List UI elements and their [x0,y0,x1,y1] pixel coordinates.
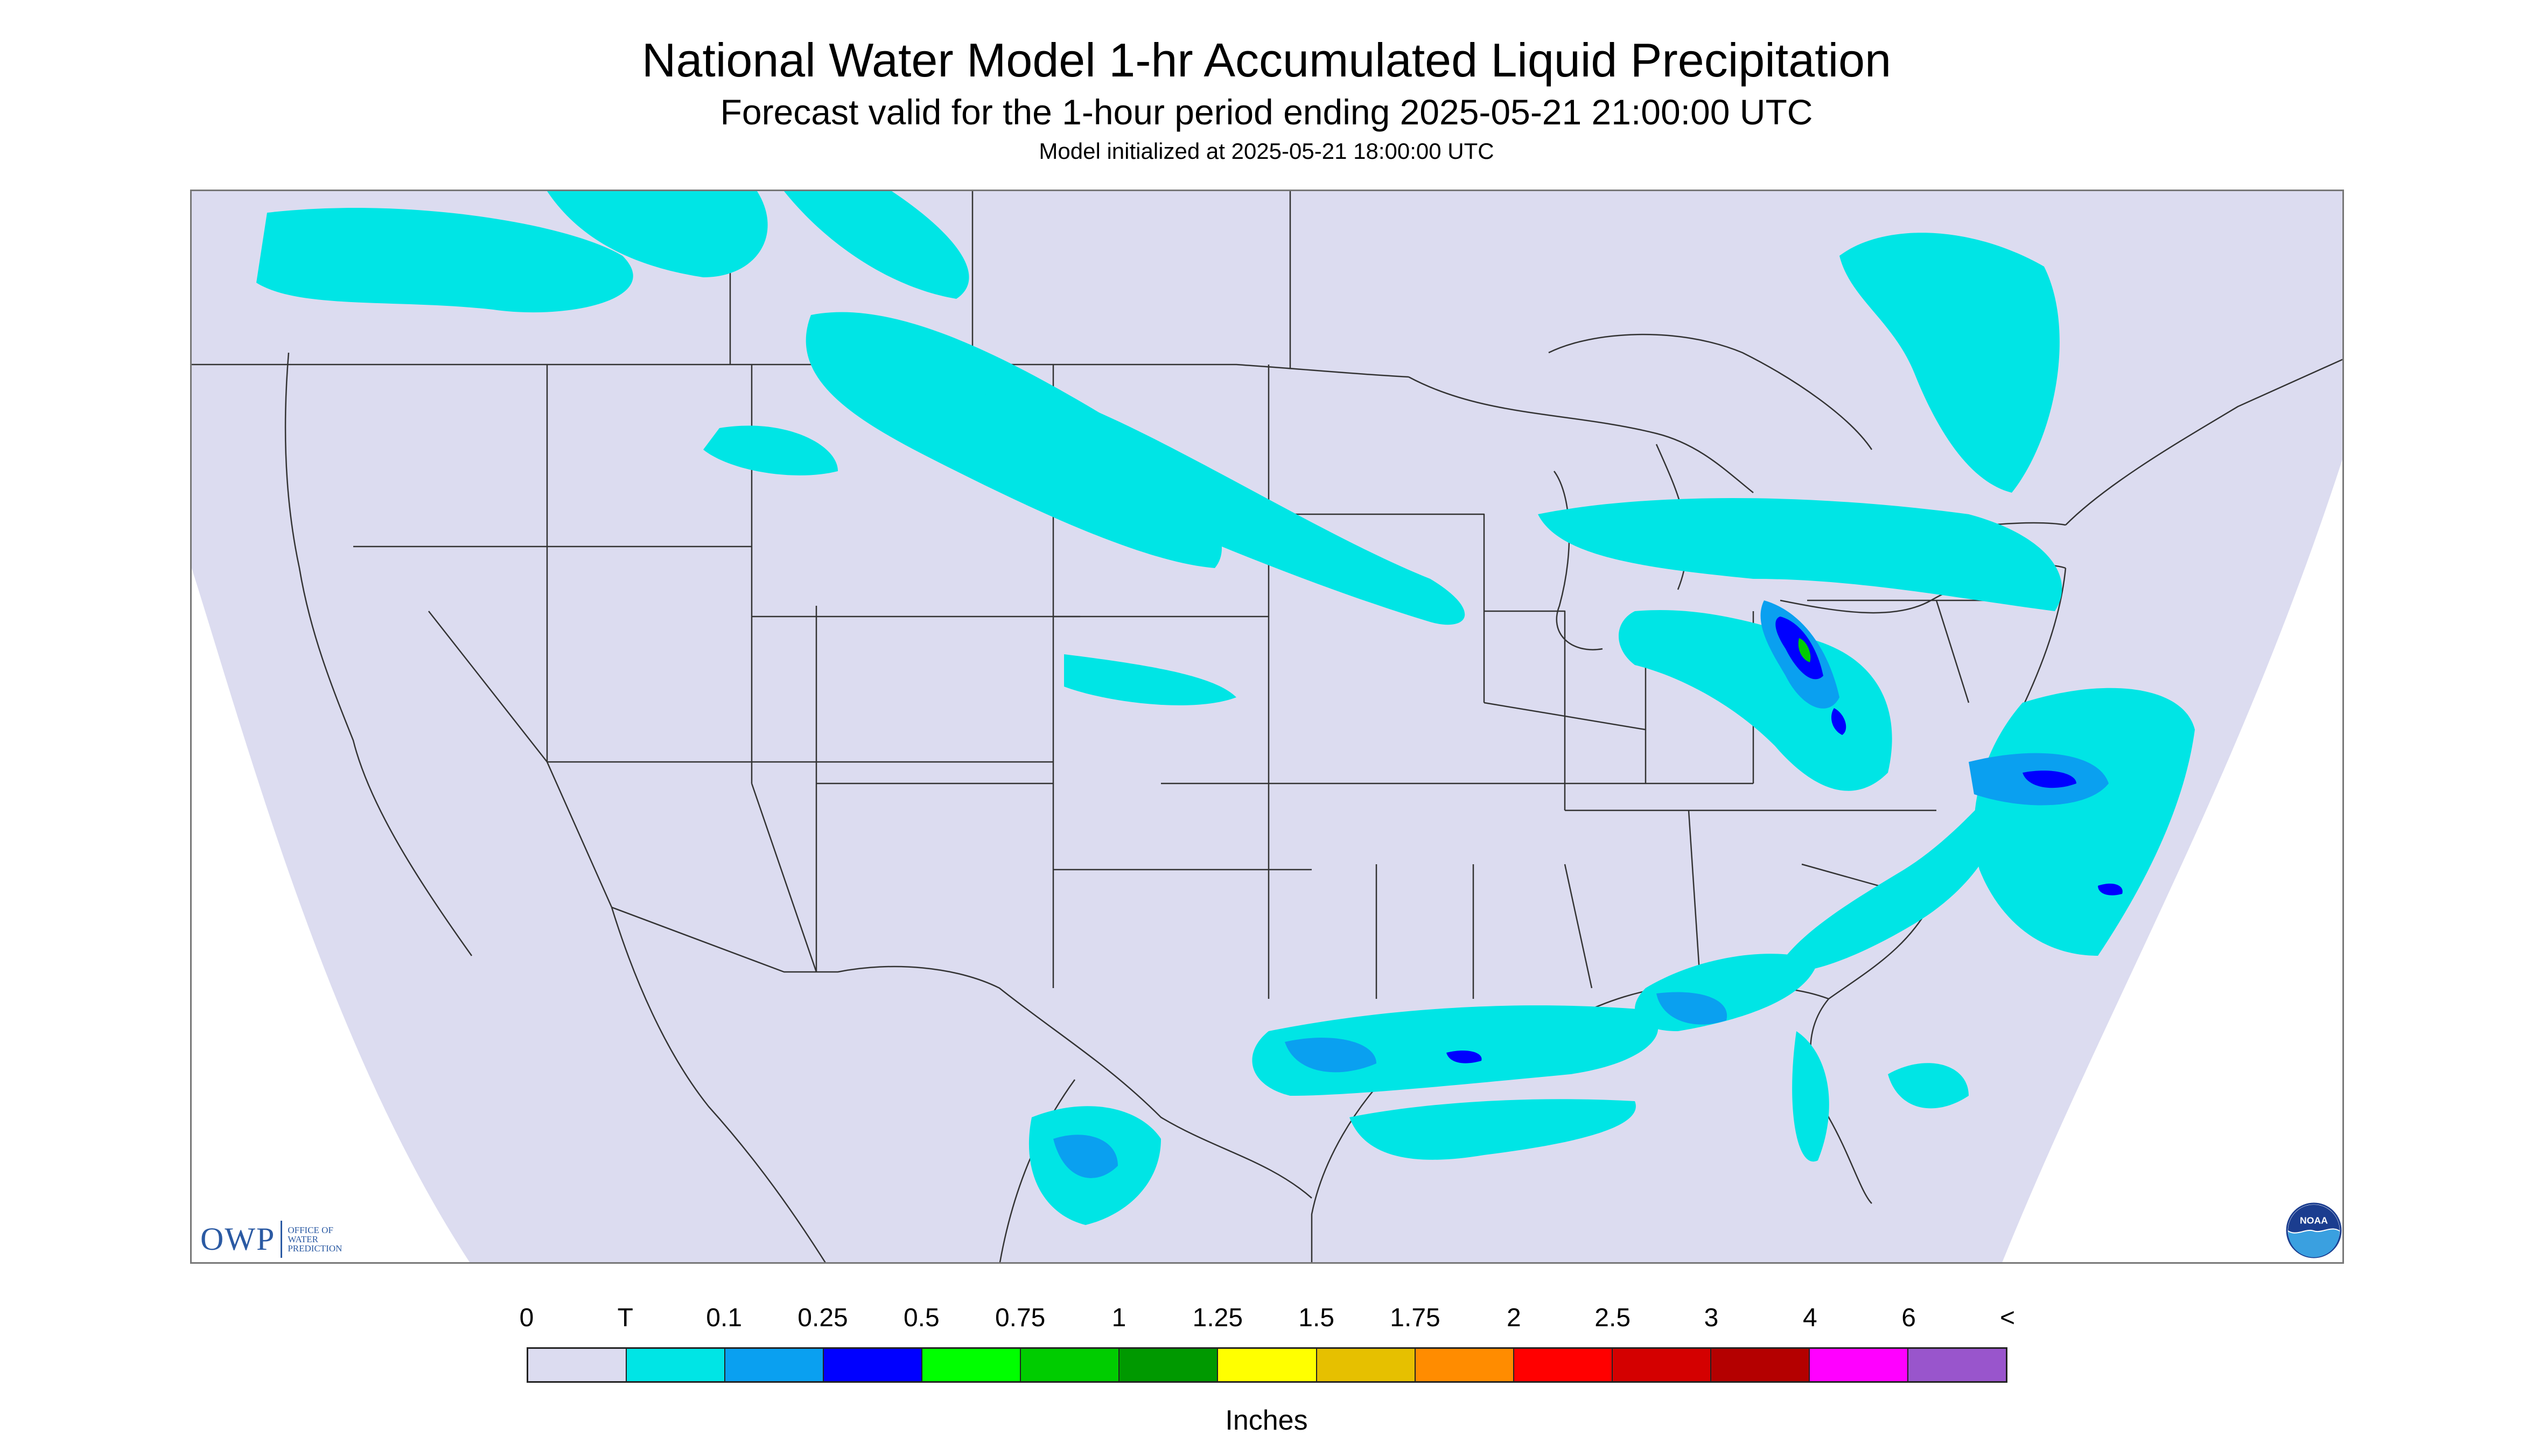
owp-logo-line: Prediction [288,1243,342,1254]
owp-logo-line: Office of [288,1224,333,1235]
model-initialized-note: Model initialized at 2025-05-21 18:00:00… [1039,138,1494,164]
precip-heavy-cells [1798,638,1811,662]
owp-logo-line: Water [288,1234,319,1244]
precip-trace-cells [256,191,2195,1225]
legend-tick: 0.75 [995,1304,1046,1332]
legend-tick: 1.5 [1298,1304,1335,1332]
legend-tick: < [1999,1304,2016,1332]
owp-logo-mark: OWP [200,1220,283,1258]
legend-swatch [528,1349,627,1381]
legend-swatch [627,1349,726,1381]
legend-swatch [1809,1349,1908,1381]
legend-tick: 2 [1506,1304,1521,1332]
legend-swatch [725,1349,824,1381]
legend-swatch [1317,1349,1416,1381]
legend-swatch [1218,1349,1317,1381]
legend-tick: 0 [519,1304,534,1332]
legend-swatch [1514,1349,1613,1381]
precipitation-color-legend [527,1347,2007,1383]
legend-tick: 0.25 [797,1304,848,1332]
legend-swatch [1612,1349,1711,1381]
forecast-valid-subtitle: Forecast valid for the 1-hour period end… [720,92,1813,132]
legend-swatch [824,1349,923,1381]
legend-tick: 2.5 [1594,1304,1631,1332]
legend-units-label: Inches [1225,1405,1308,1436]
owp-logo-text: Office of Water Prediction [282,1226,342,1253]
legend-tick: 6 [1901,1304,1916,1332]
legend-tick: 1.75 [1390,1304,1440,1332]
legend-tick: 3 [1704,1304,1719,1332]
legend-swatch [1908,1349,2006,1381]
owp-logo: OWP Office of Water Prediction [200,1220,342,1258]
map-title: National Water Model 1-hr Accumulated Li… [641,33,1892,87]
precipitation-map [190,190,2344,1264]
legend-swatch [1119,1349,1219,1381]
legend-swatch [922,1349,1021,1381]
legend-swatch [1711,1349,1810,1381]
legend-tick: 0.5 [903,1304,940,1332]
legend-tick: 1 [1111,1304,1126,1332]
legend-tick: T [617,1304,633,1332]
noaa-logo: NOAA [2286,1202,2342,1258]
legend-swatch [1021,1349,1120,1381]
legend-tick: 1.25 [1192,1304,1243,1332]
legend-tick: 4 [1802,1304,1817,1332]
svg-text:NOAA: NOAA [2300,1215,2328,1226]
legend-swatch [1415,1349,1514,1381]
legend-tick: 0.1 [706,1304,743,1332]
